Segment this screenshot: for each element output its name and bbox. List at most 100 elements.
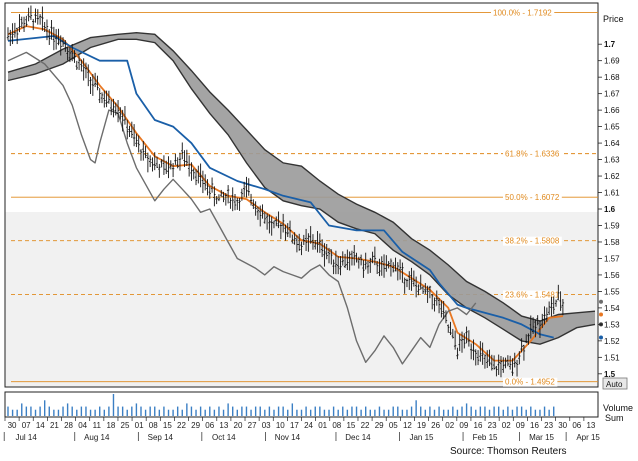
current-value-marker — [599, 299, 603, 304]
fib-label-backing — [503, 193, 562, 203]
price-tick-label: 1.65 — [604, 123, 620, 132]
day-tick-label: 21 — [50, 421, 59, 430]
cloud-span-a — [7, 31, 596, 322]
day-tick-label: 09 — [516, 421, 525, 430]
day-tick-label: 23 — [544, 421, 553, 430]
fib-level-label: 23.6% - 1.5481 — [505, 291, 560, 300]
ichimoku-cloud — [7, 31, 596, 345]
indicator-line-2 — [7, 35, 554, 339]
day-tick-label: 12 — [403, 421, 412, 430]
price-tick-label: 1.53 — [604, 320, 620, 329]
auto-scale-button[interactable]: Auto — [602, 377, 628, 390]
day-tick-label: 05 — [389, 421, 398, 430]
day-tick-label: 28 — [64, 421, 73, 430]
day-tick-label: 26 — [431, 421, 440, 430]
cloud-span-b — [7, 38, 596, 345]
current-value-marker — [599, 312, 603, 317]
price-tick-label: 1.67 — [604, 90, 620, 99]
day-tick-label: 23 — [488, 421, 497, 430]
indicator-line-3 — [7, 51, 477, 365]
month-label: Nov 14 — [275, 433, 301, 442]
day-tick-label: 18 — [106, 421, 115, 430]
time-axis-months: Jul 14 Aug 14 Sep 14 Oct 14 Nov 14 Dec 14 Jan … — [3, 432, 600, 442]
price-tick-label: 1.5 — [604, 370, 616, 379]
day-tick-label: 06 — [572, 421, 581, 430]
volume-bars — [7, 394, 555, 416]
day-tick-label: 30 — [8, 421, 17, 430]
cloud-fill — [8, 32, 595, 345]
current-value-markers — [599, 299, 603, 340]
day-tick-label: 02 — [445, 421, 454, 430]
fib-label-backing — [503, 290, 562, 300]
time-axis-days: 30 07 14 21 28 04 11 18 25 01 08 15 22 29 06 13 20 27 03 10… — [4, 417, 596, 430]
fib-level-label: 38.2% - 1.5808 — [505, 237, 560, 246]
price-tick-label: 1.61 — [604, 189, 620, 198]
fib-level-label: 50.0% - 1.6072 — [505, 193, 560, 202]
day-tick-label: 16 — [530, 421, 539, 430]
day-tick-label: 27 — [248, 421, 257, 430]
day-tick-label: 16 — [474, 421, 483, 430]
day-tick-label: 22 — [177, 421, 186, 430]
day-tick-label: 14 — [36, 421, 45, 430]
day-tick-label: 19 — [417, 421, 426, 430]
month-label: Oct 14 — [212, 433, 236, 442]
day-tick-label: 02 — [502, 421, 511, 430]
month-label: Sep 14 — [148, 433, 174, 442]
auto-button-label: Auto — [606, 380, 623, 389]
price-tick-label: 1.68 — [604, 73, 620, 82]
price-tick-label: 1.52 — [604, 337, 620, 346]
month-label: Feb 15 — [473, 433, 498, 442]
day-tick-label: 15 — [346, 421, 355, 430]
day-tick-label: 07 — [22, 421, 31, 430]
indicator-line-1 — [7, 25, 564, 362]
fib-label-backing — [503, 377, 558, 387]
day-tick-label: 29 — [375, 421, 384, 430]
fibonacci-levels: 100.0% - 1.7192 61.8% - 1.6336 50.0% - 1.6… — [11, 8, 598, 387]
volume-axis-unit: Sum — [605, 413, 624, 423]
price-tick-label: 1.66 — [604, 106, 620, 115]
price-tick-label: 1.63 — [604, 156, 620, 165]
day-tick-label: 10 — [276, 421, 285, 430]
day-tick-label: 25 — [121, 421, 130, 430]
day-tick-label: 03 — [262, 421, 271, 430]
price-tick-label: 1.59 — [604, 221, 620, 230]
day-tick-label: 11 — [93, 421, 102, 430]
month-label: Apr 15 — [576, 433, 600, 442]
day-tick-label: 15 — [163, 421, 172, 430]
price-tick-label: 1.62 — [604, 172, 620, 181]
price-tick-label: 1.58 — [604, 238, 620, 247]
day-tick-label: 09 — [459, 421, 468, 430]
day-tick-label: 04 — [78, 421, 87, 430]
month-label: Aug 14 — [84, 433, 110, 442]
day-tick-label: 20 — [234, 421, 243, 430]
day-tick-label: 22 — [361, 421, 370, 430]
price-tick-label: 1.55 — [604, 287, 620, 296]
volume-axis-title: Volume — [603, 403, 633, 413]
day-tick-label: 08 — [149, 421, 158, 430]
day-tick-label: 30 — [558, 421, 567, 430]
day-tick-label: 01 — [135, 421, 144, 430]
fib-label-backing — [491, 8, 555, 18]
price-tick-label: 1.56 — [604, 271, 620, 280]
fib-level-label: 100.0% - 1.7192 — [493, 9, 552, 18]
day-tick-label: 01 — [318, 421, 327, 430]
price-tick-label: 1.51 — [604, 353, 620, 362]
month-label: Dec 14 — [345, 433, 371, 442]
day-tick-label: 29 — [191, 421, 200, 430]
day-tick-label: 13 — [586, 421, 595, 430]
price-tick-label: 1.69 — [604, 57, 620, 66]
fib-label-backing — [503, 236, 562, 246]
source-credit: Source: Thomson Reuters — [450, 446, 567, 457]
price-tick-label: 1.6 — [604, 205, 616, 214]
day-tick-label: 08 — [332, 421, 341, 430]
indicator-lines — [7, 25, 564, 365]
month-label: Jan 15 — [409, 433, 434, 442]
price-axis-title: Price — [603, 14, 624, 24]
price-tick-label: 1.7 — [604, 40, 616, 49]
fib-level-label: 61.8% - 1.6336 — [505, 150, 560, 159]
price-pane-frame — [4, 2, 599, 388]
month-label: Mar 15 — [529, 433, 554, 442]
fib-label-backing — [503, 149, 562, 159]
price-tick-label: 1.54 — [604, 304, 620, 313]
